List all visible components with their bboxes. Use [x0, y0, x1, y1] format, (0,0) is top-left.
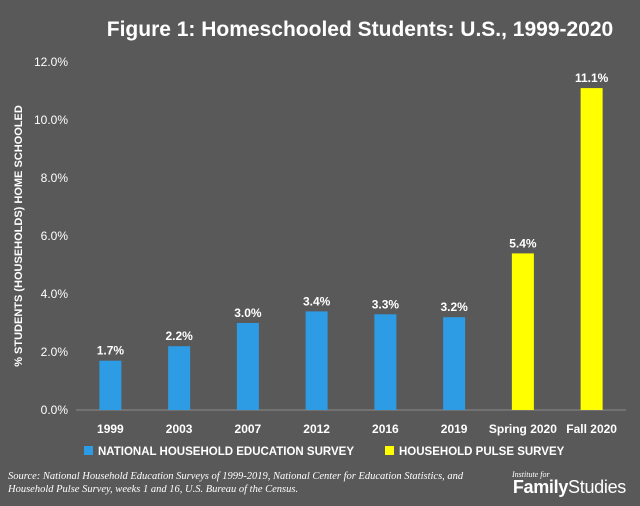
y-axis-label: % STUDENTS (HOUSEHOLDS) HOME SCHOOLED [13, 105, 25, 367]
ifs-logo: Institute for FamilyStudies [496, 470, 626, 498]
logo-big-text: FamilyStudies [496, 477, 626, 498]
y-tick-label: 4.0% [41, 287, 69, 301]
x-tick-label: 2016 [372, 422, 399, 436]
bar-2003 [168, 346, 191, 410]
data-label: 1.7% [97, 344, 125, 358]
y-tick-label: 8.0% [41, 171, 69, 185]
x-tick-label: Fall 2020 [566, 422, 617, 436]
bar-2016 [374, 314, 397, 410]
x-tick-label: 2012 [303, 422, 330, 436]
data-label: 3.0% [234, 306, 262, 320]
x-tick-label: Spring 2020 [489, 422, 557, 436]
legend-swatch [385, 446, 394, 455]
bar-spring-2020 [511, 253, 534, 410]
legend-label: NATIONAL HOUSEHOLD EDUCATION SURVEY [98, 446, 354, 458]
bar-1999 [99, 360, 122, 410]
x-tick-label: 2019 [441, 422, 468, 436]
y-tick-label: 6.0% [41, 229, 69, 243]
y-tick-label: 2.0% [41, 345, 69, 359]
y-tick-label: 10.0% [34, 113, 68, 127]
source-note: Source: National Household Education Sur… [8, 471, 464, 495]
chart-title: Figure 1: Homeschooled Students: U.S., 1… [106, 18, 614, 41]
data-label: 11.1% [575, 71, 609, 85]
bar-2007 [236, 323, 259, 410]
bar-2012 [305, 311, 328, 410]
logo-bold-text: Family [512, 477, 569, 497]
x-tick-label: 2007 [235, 422, 262, 436]
legend-swatch [84, 446, 93, 455]
logo-small-text: Institute for [512, 470, 550, 479]
x-tick-label: 1999 [97, 422, 124, 436]
bar-fall-2020 [580, 88, 603, 410]
logo-regular-text: Studies [568, 477, 626, 497]
y-tick-label: 0.0% [41, 403, 69, 417]
data-label: 5.4% [509, 236, 537, 250]
data-label: 3.4% [303, 294, 331, 308]
data-label: 3.3% [372, 297, 400, 311]
data-label: 3.2% [440, 300, 468, 314]
legend-label: HOUSEHOLD PULSE SURVEY [399, 446, 565, 458]
data-label: 2.2% [165, 329, 193, 343]
x-tick-label: 2003 [166, 422, 193, 436]
bar-2019 [443, 317, 466, 410]
y-tick-label: 12.0% [34, 55, 68, 69]
